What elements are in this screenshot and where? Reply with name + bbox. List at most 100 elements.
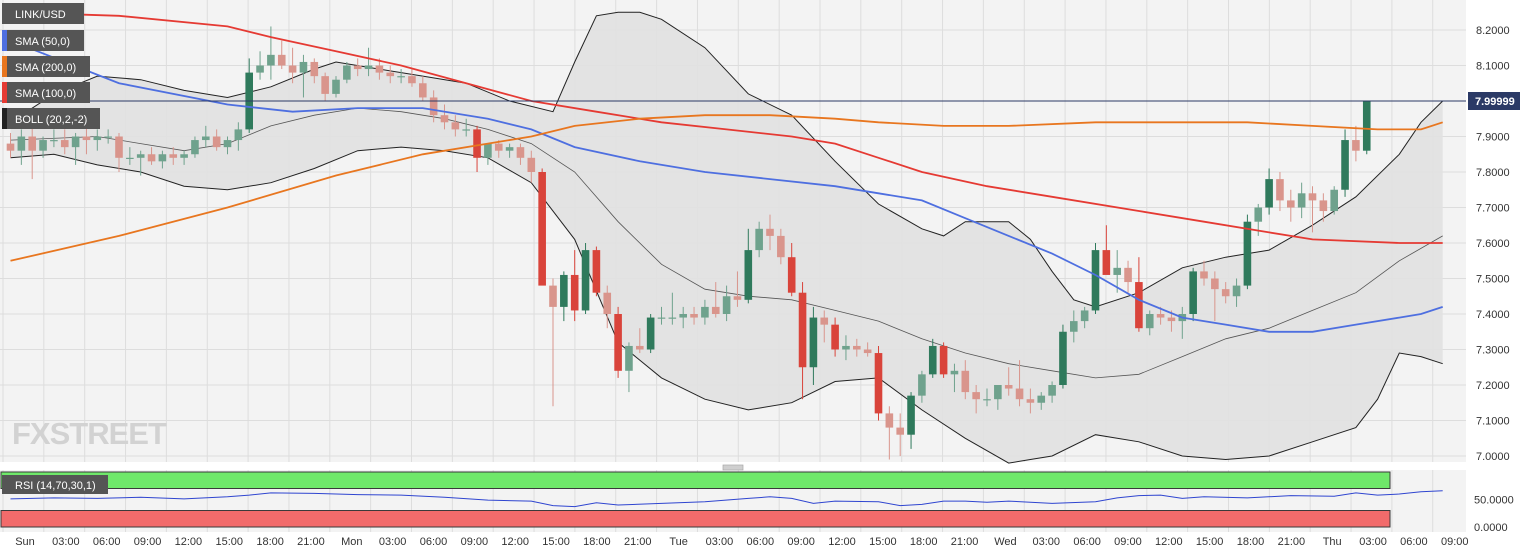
candle [1297,182,1306,219]
candle [1026,388,1035,414]
candle [1048,381,1056,403]
rsi-line [10,490,1443,508]
candle [560,271,568,322]
candle-body [288,65,297,73]
candle [679,306,687,329]
candle [581,243,590,314]
x-tick-label: Sun [15,536,35,548]
candle [809,306,818,385]
x-tick-label: 12:00 [828,536,856,548]
candle [863,342,872,357]
indicator-label-sma50: SMA (50,0) [15,36,70,48]
indicator-label-sma100: SMA (100,0) [15,88,76,100]
candle-body [1189,271,1197,314]
candle-body [332,79,340,94]
candle-body [646,317,655,350]
candle-body [267,54,275,66]
candle-body [1211,278,1219,290]
candle [256,51,264,80]
candle-body [462,129,470,131]
rsi-oversold-zone [0,510,1391,528]
candle [104,129,112,144]
candle [375,58,384,80]
candle-body [1297,193,1306,208]
indicator-tag-boll[interactable]: BOLL (20,2,-2) [2,108,100,129]
bollinger-lower-line [10,146,1443,464]
candle-body [82,136,91,141]
candle-body [494,143,503,151]
candle [1287,189,1295,222]
candle-body [1091,250,1100,311]
x-tick-label: 06:00 [747,536,775,548]
candle-body [1265,179,1273,208]
y-tick-label: 7.4000 [1476,309,1510,321]
candle [1037,392,1046,410]
candle-body [50,140,58,142]
candle-body [484,143,492,158]
candle [147,147,156,165]
rsi-y-tick-label: 50.0000 [1474,495,1514,507]
x-tick-label: 09:00 [461,536,489,548]
candle-body [766,228,774,236]
candle [126,147,134,165]
candle [419,76,427,101]
candle-body [419,83,427,98]
candle-body [939,345,948,375]
candle [798,282,807,400]
candle [592,246,601,297]
candle-body [1243,221,1252,286]
candle [1221,282,1230,304]
candle [462,118,470,137]
indicator-tag-sma200[interactable]: SMA (200,0) [2,56,90,77]
pane-resize-handle[interactable] [722,464,744,471]
indicator-tag-rsi[interactable]: RSI (14,70,30,1) [2,475,108,494]
candle-body [212,136,221,148]
candle [1265,168,1273,215]
x-tick-label: 18:00 [910,536,938,548]
candle-body [614,314,622,371]
candle [505,143,514,158]
candle-body [451,122,460,130]
candle [1276,172,1284,212]
x-tick-label: 03:00 [379,536,407,548]
indicator-tag-sma100[interactable]: SMA (100,0) [2,82,90,103]
candle [777,228,785,265]
candle-body [657,317,666,319]
candle [364,47,373,77]
watermark-text: FXSTREET [12,416,167,451]
indicator-tag-sma50[interactable]: SMA (50,0) [2,30,84,51]
x-tick-label: 12:00 [1155,536,1183,548]
y-tick-label: 7.2000 [1476,380,1510,392]
candle-body [1026,399,1035,403]
candle-body [223,140,232,148]
candle [950,363,959,393]
candle-body [798,292,807,368]
candle [191,136,199,158]
candle-body [1287,200,1295,208]
x-tick-label: Mon [341,536,362,548]
candle [744,228,753,304]
candle-body [440,115,449,123]
candle [1070,310,1078,343]
candle [603,285,612,329]
y-tick-label: 7.5000 [1476,274,1510,286]
candle [1080,306,1089,329]
candle [1145,310,1154,336]
y-tick-label: 7.0000 [1476,451,1510,463]
y-tick-label: 7.6000 [1476,238,1510,250]
rsi-label: RSI (14,70,30,1) [15,480,96,492]
candle-body [1254,207,1263,222]
candle-body [701,306,709,318]
candle-body [711,306,720,314]
candle-body [603,292,612,314]
instrument-tag[interactable]: LINK/USD [2,3,84,24]
x-tick-label: 15:00 [1196,536,1224,548]
candle [429,90,438,123]
x-tick-label: 21:00 [624,536,652,548]
candle [1232,278,1241,307]
candle-body [744,250,753,300]
candle [636,328,644,354]
candle [451,115,460,137]
x-tick-label: 03:00 [1032,536,1060,548]
moving-averages [10,11,1443,333]
